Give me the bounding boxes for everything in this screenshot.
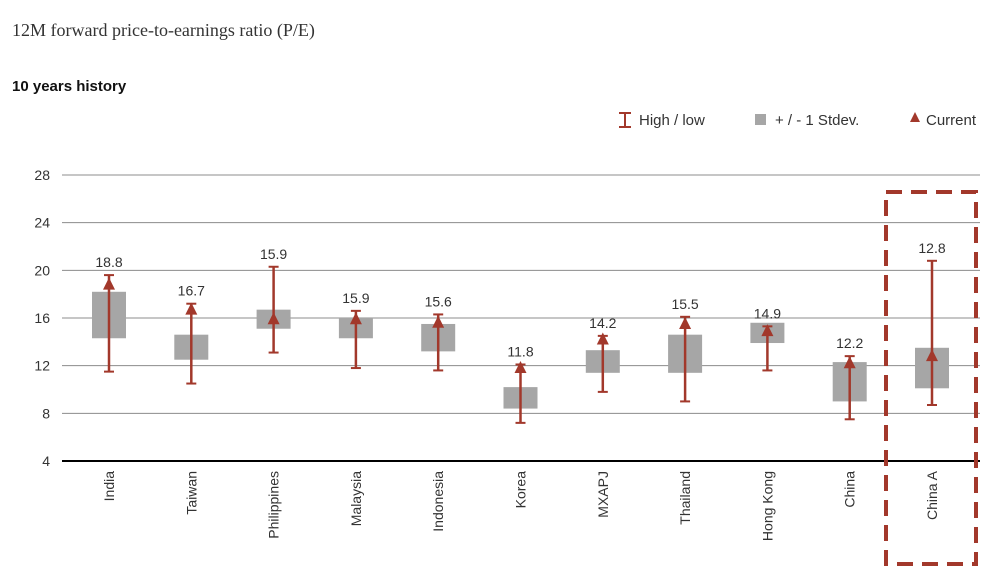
current-value-label-6: 14.2 (589, 315, 616, 331)
legend: High / low + / - 1 Stdev. Current (619, 112, 977, 129)
category-label-6: MXAPJ (595, 471, 611, 518)
current-triangle-8 (761, 324, 774, 337)
current-triangle-5 (514, 361, 527, 374)
current-value-label-5: 11.8 (507, 343, 533, 359)
current-value-label-10: 12.8 (918, 240, 945, 256)
current-triangle-4 (432, 315, 445, 328)
y-axis-labels: 4 8 12 16 20 24 28 (34, 167, 50, 469)
current-triangle-1 (185, 302, 198, 315)
y-tick-label: 12 (34, 358, 50, 374)
current-value-label-1: 16.7 (178, 283, 205, 299)
category-label-9: China (842, 471, 858, 508)
chart-subtitle: 10 years history (12, 78, 127, 95)
value-labels: 18.8 16.7 15.9 15.9 15.6 11.8 14.2 15.5 14.9 12.2… (95, 240, 945, 360)
category-label-8: Hong Kong (759, 471, 775, 541)
y-tick-label: 4 (42, 453, 50, 469)
category-label-5: Korea (513, 471, 529, 509)
chart-title: 12M forward price-to-earnings ratio (P/E… (12, 20, 315, 40)
y-tick-label: 24 (34, 215, 50, 231)
category-label-10: China A (924, 470, 940, 520)
current-triangle-3 (349, 312, 362, 325)
current-triangle-2 (267, 312, 280, 325)
category-label-7: Thailand (677, 471, 693, 525)
china-a-highlight-box (884, 190, 978, 566)
category-label-3: Malaysia (348, 471, 364, 526)
category-label-1: Taiwan (183, 471, 199, 515)
current-triangle-9 (843, 356, 856, 369)
current-value-label-0: 18.8 (95, 254, 122, 270)
legend-stdev-icon (755, 114, 766, 125)
current-value-label-7: 15.5 (671, 296, 698, 312)
legend-stdev-label: + / - 1 Stdev. (775, 112, 859, 129)
category-label-0: India (101, 471, 117, 502)
current-value-label-4: 15.6 (425, 293, 452, 309)
gridlines (62, 174, 980, 462)
current-value-label-8: 14.9 (754, 305, 781, 321)
category-label-4: Indonesia (430, 471, 446, 532)
y-tick-label: 16 (34, 310, 50, 326)
legend-high-low-icon (619, 112, 631, 128)
legend-high-low-label: High / low (639, 112, 705, 129)
current-value-label-2: 15.9 (260, 246, 287, 262)
high-low-lines (103, 259, 938, 424)
current-triangle-6 (596, 332, 609, 345)
current-triangle-10 (926, 349, 938, 362)
y-tick-label: 28 (34, 167, 50, 183)
legend-current-label: Current (926, 112, 977, 129)
category-label-2: Philippines (266, 471, 282, 539)
legend-current-triangle-icon (910, 112, 920, 122)
current-value-label-3: 15.9 (342, 290, 369, 306)
category-labels: India Taiwan Philippines Malaysia Indonesia K… (101, 470, 940, 541)
y-tick-label: 8 (42, 405, 50, 421)
y-tick-label: 20 (34, 262, 50, 278)
current-value-label-9: 12.2 (836, 335, 863, 351)
current-triangle-0 (103, 277, 115, 290)
current-triangle-7 (679, 316, 692, 329)
